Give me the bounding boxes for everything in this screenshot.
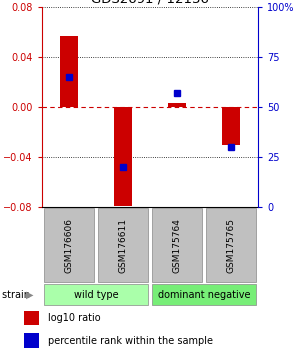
Bar: [24, 311, 39, 325]
Title: GDS2691 / 12136: GDS2691 / 12136: [91, 0, 209, 6]
Text: log10 ratio: log10 ratio: [48, 313, 100, 323]
Bar: [152, 208, 202, 282]
Bar: [152, 284, 256, 305]
Bar: [44, 284, 148, 305]
Text: GSM175765: GSM175765: [226, 218, 236, 273]
Bar: [222, 107, 241, 144]
Text: wild type: wild type: [74, 290, 118, 300]
Bar: [168, 103, 187, 107]
Bar: [98, 208, 148, 282]
Text: GSM176611: GSM176611: [118, 218, 127, 273]
Bar: [114, 107, 133, 206]
Text: GSM176606: GSM176606: [64, 218, 74, 273]
Bar: [206, 208, 256, 282]
Text: percentile rank within the sample: percentile rank within the sample: [48, 336, 213, 346]
Bar: [60, 36, 79, 107]
Bar: [24, 333, 39, 348]
Bar: [44, 208, 94, 282]
Text: ▶: ▶: [26, 290, 34, 300]
Text: strain: strain: [2, 290, 33, 300]
Text: dominant negative: dominant negative: [158, 290, 250, 300]
Text: GSM175764: GSM175764: [172, 218, 182, 273]
